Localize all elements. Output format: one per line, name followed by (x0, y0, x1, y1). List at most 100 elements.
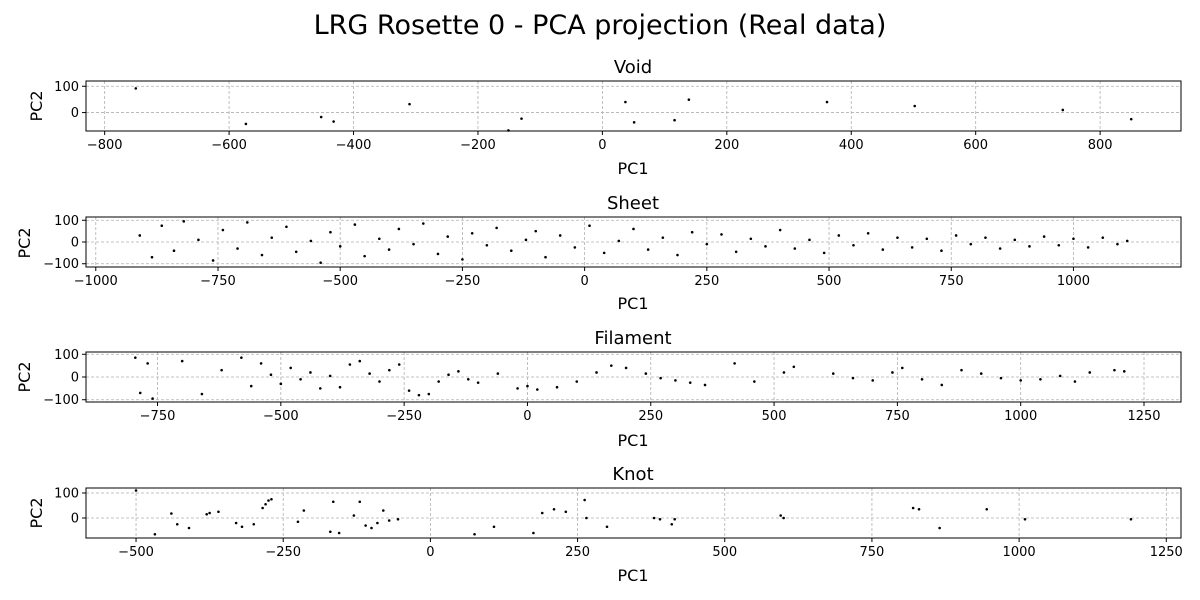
data-point (979, 372, 983, 375)
data-point (575, 380, 579, 383)
x-tick-label: −500 (118, 545, 154, 560)
subplot-title: Sheet (607, 193, 659, 214)
data-point (363, 254, 366, 258)
data-point (779, 514, 782, 517)
data-point (466, 377, 470, 381)
data-point (652, 516, 656, 520)
subplot-sheet: Sheet PC1 PC2 −1000 −750 −500 −250 0 250 500 75… (15, 193, 1182, 313)
data-point (151, 397, 154, 400)
data-point (624, 366, 628, 370)
data-point (269, 373, 273, 377)
data-point (534, 229, 538, 233)
data-point (720, 233, 723, 236)
data-point (240, 356, 243, 359)
data-point (1086, 246, 1090, 249)
data-point (205, 512, 208, 516)
x-tick-label: 250 (694, 274, 719, 289)
data-point (496, 372, 500, 375)
data-point (866, 232, 870, 235)
data-point (940, 383, 944, 387)
x-tick-label: 200 (714, 138, 739, 153)
data-point (397, 227, 401, 231)
data-point (289, 366, 292, 370)
data-point (370, 526, 373, 530)
data-point (808, 238, 811, 242)
x-tick-label: −500 (263, 409, 299, 424)
x-tick-label: −200 (460, 138, 496, 153)
data-point (831, 372, 835, 375)
data-point (917, 507, 921, 511)
data-point (532, 531, 535, 535)
x-tick-label: 600 (963, 138, 988, 153)
data-point (954, 234, 958, 237)
data-point (302, 509, 306, 512)
data-point (388, 368, 391, 372)
data-point (540, 511, 544, 515)
x-tick-label: −600 (211, 138, 247, 153)
data-point (920, 377, 924, 381)
data-point (172, 249, 176, 252)
data-point (138, 234, 142, 237)
data-point (270, 236, 274, 239)
data-point (368, 372, 371, 375)
data-point (427, 392, 431, 396)
data-point (407, 389, 411, 392)
data-point (387, 248, 391, 251)
data-point (446, 235, 450, 238)
data-point (901, 366, 904, 370)
data-point (610, 364, 613, 367)
data-point (925, 237, 929, 241)
x-tick-label: −400 (336, 138, 372, 153)
data-point (495, 226, 498, 230)
data-point (437, 380, 440, 383)
y-tick-label: 100 (54, 348, 79, 363)
data-point (1113, 368, 1116, 372)
data-point (536, 388, 539, 391)
data-point (896, 236, 899, 239)
data-point (208, 511, 211, 515)
data-point (329, 530, 332, 534)
x-tick-label: 1000 (1003, 545, 1036, 560)
data-point (267, 499, 270, 502)
data-point (1088, 371, 1092, 374)
x-tick-label: 800 (1088, 138, 1113, 153)
data-point (296, 520, 300, 524)
data-point (524, 238, 528, 242)
x-tick-label: −250 (265, 545, 301, 560)
data-point (583, 498, 586, 502)
data-point (910, 246, 914, 249)
data-point (852, 243, 855, 247)
data-point (348, 363, 352, 366)
data-point (396, 517, 400, 521)
data-point (150, 255, 154, 259)
data-point (376, 521, 379, 525)
data-point (285, 225, 288, 229)
data-point (605, 525, 609, 529)
y-tick-label: −100 (43, 257, 79, 272)
data-point (999, 376, 1003, 380)
data-point (1058, 374, 1062, 378)
data-point (338, 245, 342, 248)
data-point (782, 371, 786, 374)
data-point (387, 519, 391, 522)
data-point (408, 102, 411, 106)
x-tick-label: 500 (762, 409, 787, 424)
x-tick-label: 500 (712, 545, 737, 560)
data-point (134, 489, 138, 492)
data-point (457, 370, 460, 373)
data-point (1028, 245, 1031, 248)
data-point (938, 526, 941, 530)
data-point (252, 522, 256, 526)
data-point (175, 522, 179, 526)
x-tick-label: −250 (386, 409, 422, 424)
data-point (160, 224, 164, 227)
data-point (632, 121, 636, 124)
data-point (1013, 238, 1017, 242)
data-point (985, 507, 989, 511)
data-point (1129, 517, 1133, 521)
data-point (851, 376, 855, 380)
data-point (911, 506, 915, 510)
data-point (673, 517, 677, 521)
data-point (749, 237, 753, 241)
data-point (960, 368, 963, 372)
